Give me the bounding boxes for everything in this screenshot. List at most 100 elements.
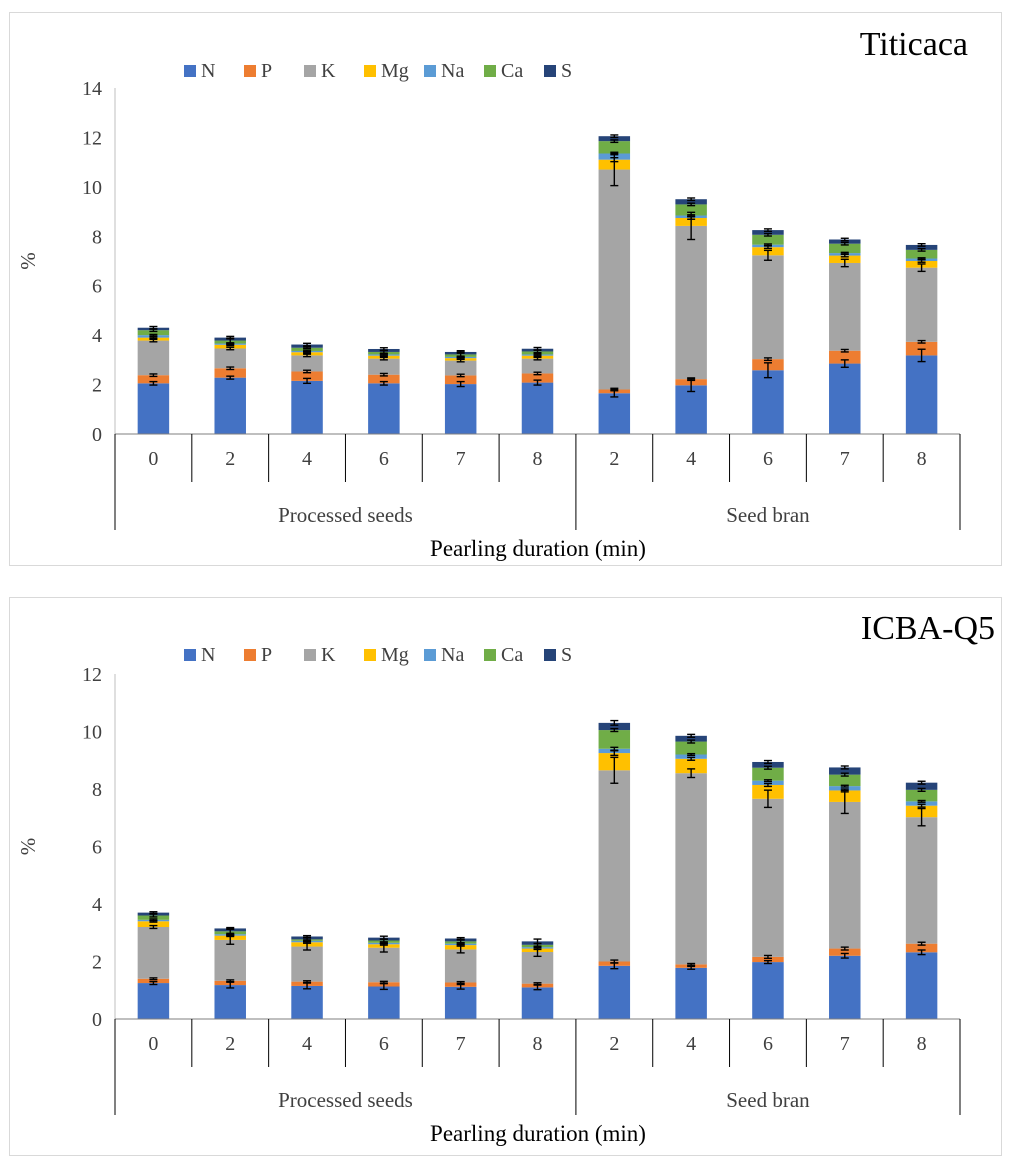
bar-segment-k xyxy=(137,340,170,376)
bar-segment-k xyxy=(598,770,631,962)
bar-segment-k xyxy=(521,358,554,374)
legend: N P K Mg Na Ca S xyxy=(184,644,572,666)
y-axis-label: % xyxy=(16,252,40,270)
bar-segment-s xyxy=(752,230,784,235)
y-tick-label: 4 xyxy=(92,894,102,916)
legend-label-ca: Ca xyxy=(501,60,523,82)
legend-swatch-na xyxy=(424,649,436,661)
y-tick-label: 2 xyxy=(92,952,102,974)
x-axis-label: Pearling duration (min) xyxy=(430,536,646,561)
legend-label-k: K xyxy=(321,644,336,666)
bar-segment-n xyxy=(598,965,631,1019)
bar-segment-k xyxy=(368,947,400,983)
bar-segment-n xyxy=(521,382,554,434)
bar-segment-n xyxy=(675,967,707,1019)
bar-segment-s xyxy=(675,199,707,205)
x-tick-label: 6 xyxy=(379,448,389,470)
legend-label-na: Na xyxy=(441,644,464,666)
bar-segment-n xyxy=(598,393,631,434)
y-tick-label: 6 xyxy=(92,837,102,859)
chart-panel-icba-q5: ICBA-Q5 N P K Mg Na Ca S 0 2 4 6 8 10 12% 0 2 4 6 7 8 2 4 6 7 8 Pr… xyxy=(9,597,1002,1156)
bar-segment-p xyxy=(829,350,861,364)
bar-segment-k xyxy=(675,773,707,965)
legend-label-n: N xyxy=(201,644,215,666)
y-tick-label: 8 xyxy=(92,779,102,801)
chart-title: Titicaca xyxy=(860,26,968,63)
bar-segment-n xyxy=(905,355,938,434)
bar-segment-n xyxy=(368,986,400,1019)
x-tick-label: 8 xyxy=(917,1033,927,1055)
bar-segment-p xyxy=(137,375,170,384)
bar-segment-n xyxy=(291,985,323,1019)
bar-segment-n xyxy=(829,955,861,1019)
y-tick-label: 14 xyxy=(82,78,102,100)
y-tick-label: 12 xyxy=(82,664,102,686)
y-tick-label: 0 xyxy=(92,424,102,446)
legend-label-n: N xyxy=(201,60,215,82)
chart-icba-q5: ICBA-Q5 N P K Mg Na Ca S 0 2 4 6 8 10 12% 0 2 4 6 7 8 2 4 6 7 8 Pr… xyxy=(16,610,995,1146)
chart-title: ICBA-Q5 xyxy=(861,610,995,647)
legend-swatch-n xyxy=(184,65,196,77)
legend-swatch-mg xyxy=(364,65,376,77)
y-tick-label: 6 xyxy=(92,276,102,298)
bar-segment-na xyxy=(675,754,707,759)
bar-segment-mg xyxy=(137,921,170,927)
bar-segment-k xyxy=(829,801,861,949)
bar-segment-k xyxy=(905,817,938,944)
bar-segment-ca xyxy=(905,789,938,802)
legend-label-k: K xyxy=(321,60,336,82)
x-tick-label: 7 xyxy=(456,1033,466,1055)
legend-swatch-p xyxy=(244,649,256,661)
x-tick-label: 6 xyxy=(379,1033,389,1055)
y-tick-label: 2 xyxy=(92,375,102,397)
legend-swatch-ca xyxy=(484,65,496,77)
bar-segment-ca xyxy=(752,234,784,245)
bar-segment-k xyxy=(752,255,784,360)
bar-segment-n xyxy=(905,952,938,1019)
legend-label-s: S xyxy=(561,644,572,666)
bar-segment-k xyxy=(368,358,400,375)
bar-segment-n xyxy=(829,363,861,434)
y-tick-label: 0 xyxy=(92,1009,102,1031)
y-tick-label: 8 xyxy=(92,226,102,248)
legend-swatch-s xyxy=(544,649,556,661)
x-tick-label: 7 xyxy=(840,1033,850,1055)
bar-segment-k xyxy=(598,169,631,390)
legend-label-mg: Mg xyxy=(381,60,409,82)
y-axis-label: % xyxy=(16,838,40,856)
bar-segment-p xyxy=(905,943,938,953)
chart-panel-titicaca: Titicaca N P K Mg Na Ca S 0 2 4 6 8 10 12 14% 0 2 4 6 7 8 2 4 6 7… xyxy=(9,12,1002,566)
bar-segment-ca xyxy=(137,330,170,336)
bar-segment-ca xyxy=(291,347,323,351)
bar-segment-n xyxy=(521,987,554,1019)
x-tick-label: 0 xyxy=(148,448,158,470)
bar-segment-s xyxy=(829,239,861,244)
bar-segment-s xyxy=(905,782,938,790)
bar-segment-p xyxy=(521,373,554,383)
bar-segment-n xyxy=(752,962,784,1019)
bar-segment-ca xyxy=(675,741,707,755)
legend-label-p: P xyxy=(261,644,272,666)
x-tick-label: 7 xyxy=(456,448,466,470)
bar-segment-k xyxy=(444,360,477,376)
bar-segment-ca xyxy=(905,249,938,259)
legend-swatch-s xyxy=(544,65,556,77)
bar-segment-k xyxy=(675,225,707,380)
bar-segment-ca xyxy=(829,774,861,787)
bar-segment-n xyxy=(291,380,323,434)
bar-segment-s xyxy=(675,735,707,742)
group-label: Processed seeds xyxy=(278,1088,413,1112)
legend-label-mg: Mg xyxy=(381,644,409,666)
bar-segment-n xyxy=(444,384,477,434)
bar-segment-na xyxy=(752,780,784,785)
bar-segment-k xyxy=(291,946,323,982)
bar-segment-n xyxy=(752,370,784,434)
bar-segment-n xyxy=(214,377,246,434)
bar-segment-k xyxy=(905,267,938,342)
chart-titicaca: Titicaca N P K Mg Na Ca S 0 2 4 6 8 10 12 14% 0 2 4 6 7 8 2 4 6 7… xyxy=(16,26,968,561)
legend-label-p: P xyxy=(261,60,272,82)
x-tick-label: 2 xyxy=(225,448,235,470)
legend-swatch-ca xyxy=(484,649,496,661)
bar-segment-p xyxy=(444,375,477,385)
bar-segment-n xyxy=(444,986,477,1019)
